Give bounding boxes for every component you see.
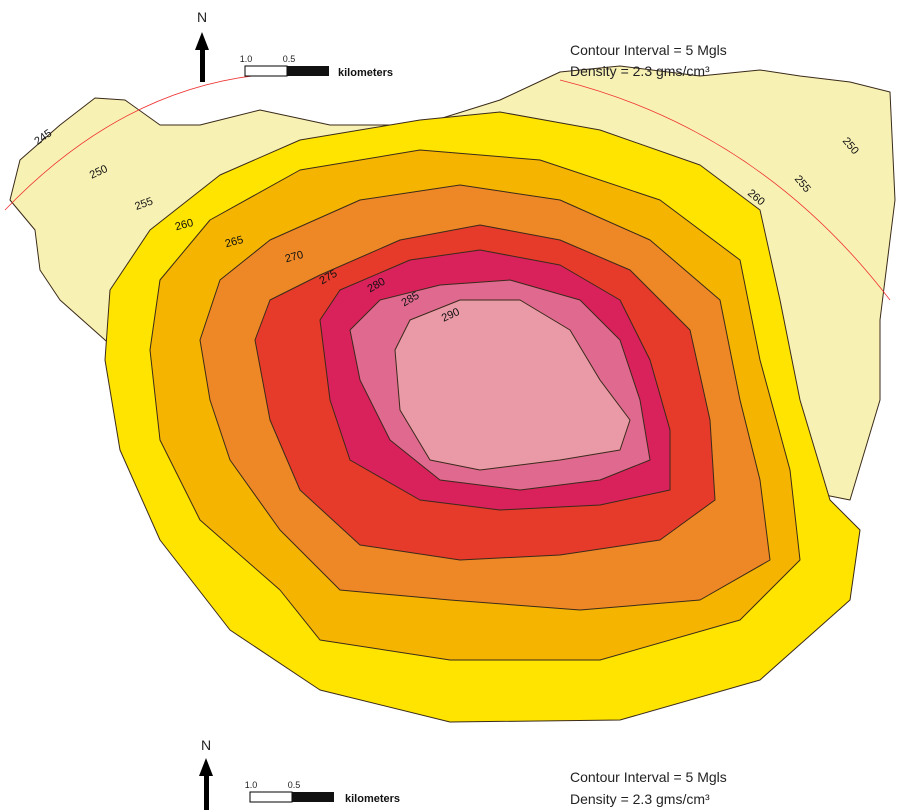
- zone-center: [394, 299, 631, 471]
- scale-bar: [292, 792, 334, 802]
- scale-unit: kilometers: [345, 793, 400, 805]
- contour-label: 255: [133, 195, 154, 213]
- scale-bar: [244, 65, 288, 77]
- north-arrow: [199, 758, 213, 810]
- scale-unit: kilometers: [338, 67, 393, 79]
- red-trace: [559, 79, 891, 301]
- scale-label: 0.5: [283, 54, 296, 64]
- red-trace: [4, 74, 261, 211]
- contour-label: 265: [224, 234, 245, 250]
- legend-bottom: N 1.0 0.5 kilometers Contour Interval = …: [199, 737, 727, 810]
- scale-label: 1.0: [245, 780, 258, 790]
- density: Density = 2.3 gms/cm³: [570, 791, 710, 807]
- contour-map: [4, 65, 896, 723]
- contour-interval: Contour Interval = 5 Mgls: [570, 42, 727, 58]
- north-label: N: [201, 737, 211, 753]
- scale-label: 0.5: [288, 780, 301, 790]
- scale-label: 1.0: [240, 54, 253, 64]
- contour-interval: Contour Interval = 5 Mgls: [570, 769, 727, 785]
- density: Density = 2.3 gms/cm³: [570, 63, 710, 79]
- contour-label: 270: [284, 249, 305, 265]
- contour-label: 260: [174, 217, 195, 233]
- scale-bar: [249, 791, 293, 803]
- north-label: N: [197, 9, 207, 25]
- north-arrow: [195, 32, 209, 82]
- scale-bar: [287, 66, 329, 76]
- legend-top: N 1.0 0.5 kilometers Contour Interval = …: [195, 9, 727, 82]
